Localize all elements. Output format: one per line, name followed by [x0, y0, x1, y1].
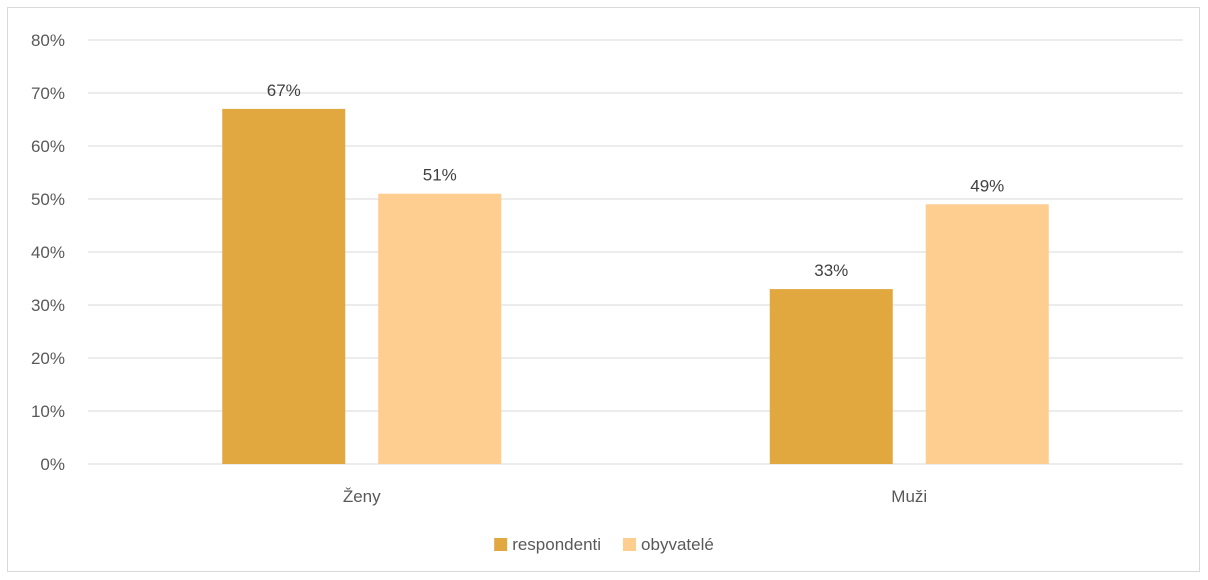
bar-obyvatelé-Muži: [925, 204, 1049, 465]
y-tick-label: 40%: [31, 243, 65, 262]
y-axis-ticks: 0% 10% 20% 30% 40% 50% 60% 70% 80%: [31, 31, 65, 474]
y-tick-label: 0%: [40, 455, 65, 474]
data-label: 67%: [267, 81, 301, 100]
legend-label-obyvatelé: obyvatelé: [641, 535, 714, 554]
x-category-label: Muži: [891, 487, 927, 506]
bars: [222, 108, 1049, 465]
legend: respondenti obyvatelé: [494, 535, 714, 554]
data-labels: 67% 51% 33% 49%: [267, 81, 1005, 280]
bar-obyvatelé-Ženy: [378, 193, 502, 464]
bar-respondenti-Ženy: [222, 108, 346, 465]
data-label: 49%: [970, 176, 1004, 195]
data-label: 33%: [814, 261, 848, 280]
legend-swatch-respondenti: [494, 538, 508, 551]
y-tick-label: 70%: [31, 84, 65, 103]
x-category-label: Ženy: [343, 487, 381, 506]
y-tick-label: 50%: [31, 190, 65, 209]
y-tick-label: 80%: [31, 31, 65, 50]
bar-respondenti-Muži: [769, 289, 893, 464]
x-axis-categories: Ženy Muži: [343, 487, 927, 506]
y-tick-label: 60%: [31, 137, 65, 156]
legend-swatch-obyvatelé: [623, 538, 637, 551]
y-tick-label: 30%: [31, 296, 65, 315]
y-tick-label: 20%: [31, 349, 65, 368]
legend-label-respondenti: respondenti: [512, 535, 601, 554]
y-tick-label: 10%: [31, 402, 65, 421]
data-label: 51%: [423, 166, 457, 185]
